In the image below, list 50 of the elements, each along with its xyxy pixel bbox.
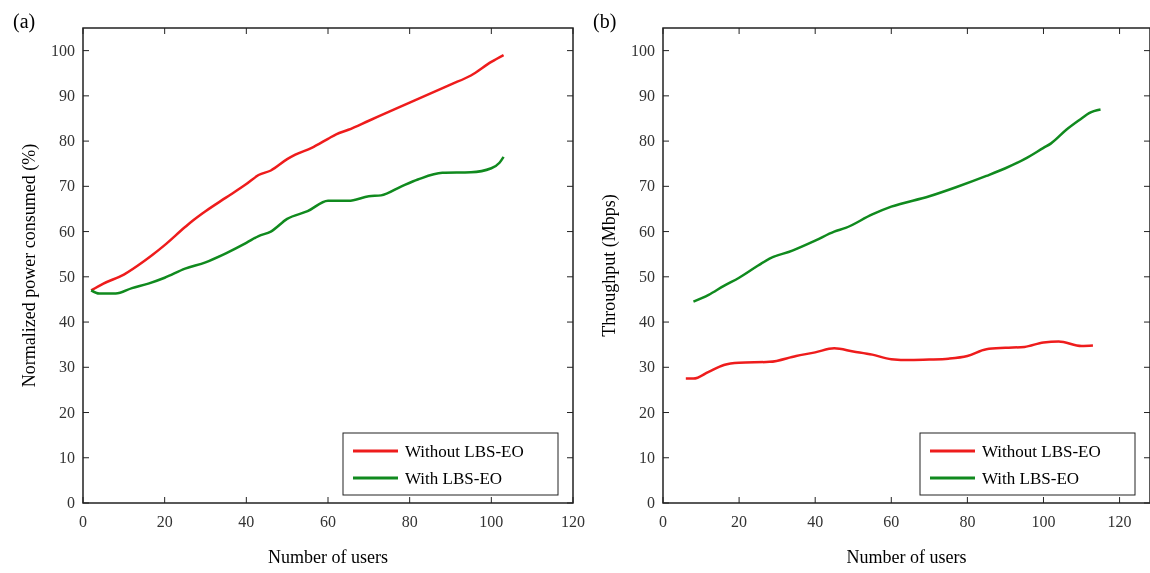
x-axis-title: Number of users: [846, 547, 967, 567]
y-tick-label: 80: [639, 132, 655, 150]
x-tick-label: 40: [238, 513, 255, 530]
legend-label: With LBS-EO: [982, 469, 1080, 488]
x-tick-label: 80: [401, 513, 418, 530]
y-tick-label: 40: [639, 313, 655, 331]
y-tick-label: 60: [639, 222, 655, 240]
x-tick-label: 100: [479, 513, 504, 530]
y-tick-label: 10: [639, 448, 655, 466]
y-tick-label: 70: [59, 177, 75, 195]
x-tick-label: 100: [1031, 513, 1056, 530]
legend-label: Without LBS-EO: [405, 442, 524, 461]
y-axis-title: Throughput (Mbps): [599, 194, 620, 337]
line-series: [692, 108, 1102, 303]
x-tick-label: 120: [1107, 513, 1132, 530]
y-tick-label: 100: [631, 41, 655, 59]
y-tick-label: 0: [647, 494, 655, 511]
legend-label: With LBS-EO: [405, 469, 503, 488]
x-tick-label: 120: [561, 513, 585, 530]
x-tick-label: 0: [79, 513, 87, 530]
x-tick-label: 20: [156, 513, 173, 530]
y-tick-label: 100: [51, 41, 75, 59]
x-tick-label: 60: [883, 513, 900, 530]
y-tick-label: 70: [639, 177, 655, 195]
line-series: [684, 340, 1095, 380]
line-series: [89, 155, 505, 295]
x-axis-title: Number of users: [268, 547, 388, 567]
y-tick-label: 90: [639, 86, 655, 104]
y-tick-label: 10: [59, 448, 75, 466]
y-tick-label: 60: [59, 222, 75, 240]
y-tick-label: 20: [639, 403, 655, 421]
y-tick-label: 30: [639, 358, 655, 376]
y-tick-label: 80: [59, 132, 75, 150]
y-tick-label: 40: [59, 313, 75, 331]
y-axis-title: Normalized power consumed (%): [19, 143, 40, 388]
chart-title: (a): [13, 10, 36, 33]
y-tick-label: 50: [639, 267, 655, 285]
x-tick-label: 20: [731, 513, 748, 530]
legend-label: Without LBS-EO: [982, 442, 1101, 461]
x-tick-label: 0: [659, 513, 667, 530]
y-tick-label: 20: [59, 403, 75, 421]
y-tick-label: 0: [67, 494, 75, 511]
x-tick-label: 40: [807, 513, 824, 530]
line-series: [89, 53, 505, 292]
y-tick-label: 90: [59, 86, 75, 104]
chart-title: (b): [593, 10, 617, 33]
x-tick-label: 60: [320, 513, 336, 530]
y-tick-label: 50: [59, 267, 75, 285]
x-tick-label: 80: [959, 513, 976, 530]
y-tick-label: 30: [59, 358, 75, 376]
